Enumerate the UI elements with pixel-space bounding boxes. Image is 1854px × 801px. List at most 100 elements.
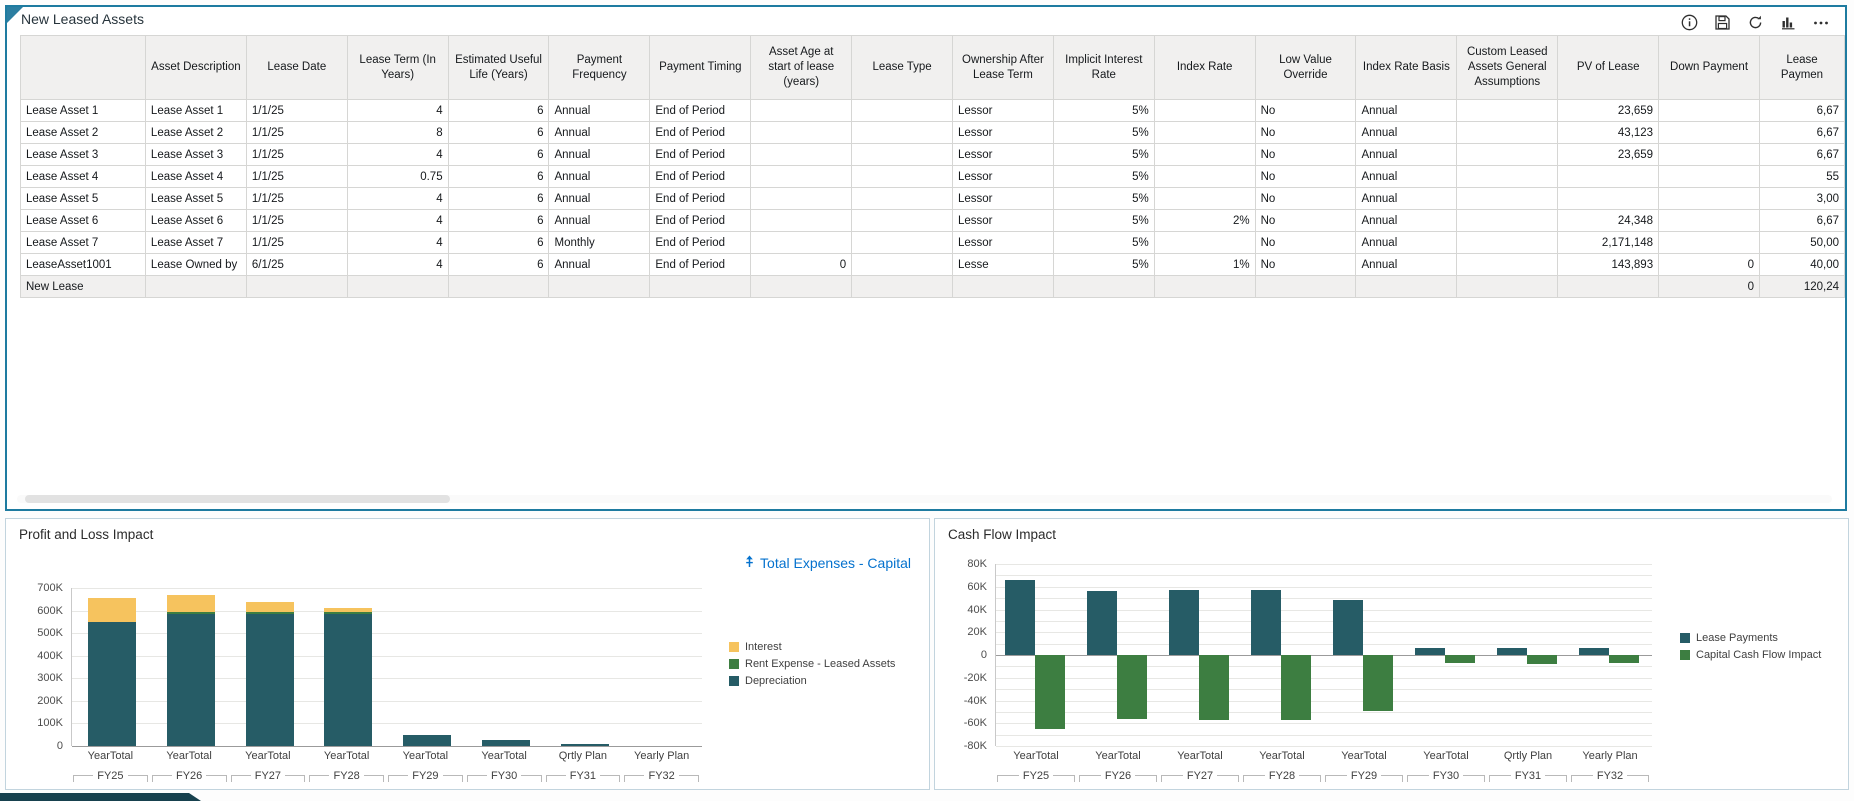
column-header[interactable]: Custom Leased Assets General Assumptions [1456, 35, 1559, 100]
grid-cell[interactable] [851, 143, 953, 166]
grid-cell[interactable]: No [1254, 209, 1357, 232]
grid-cell[interactable]: 0 [1658, 253, 1760, 276]
grid-cell[interactable]: End of Period [649, 231, 752, 254]
grid-cell[interactable]: Lessor [951, 231, 1054, 254]
grid-cell[interactable]: 0 [750, 253, 853, 276]
column-header[interactable]: Asset Age at start of lease (years) [750, 35, 853, 100]
grid-cell[interactable]: 5% [1052, 165, 1155, 188]
refresh-icon[interactable] [1745, 12, 1765, 32]
grid-cell[interactable]: End of Period [649, 143, 752, 166]
grid-cell[interactable] [1153, 275, 1256, 298]
row-header[interactable]: Lease Asset 7 [20, 231, 146, 254]
grid-cell[interactable]: No [1254, 99, 1357, 122]
grid-cell[interactable]: Annual [1355, 143, 1458, 166]
grid-cell[interactable]: 6 [447, 121, 550, 144]
grid-cell[interactable]: Lessor [951, 209, 1054, 232]
scrollbar-thumb[interactable] [25, 495, 450, 503]
grid-cell[interactable]: 143,893 [1557, 253, 1660, 276]
grid-cell[interactable]: Monthly [548, 231, 651, 254]
grid-cell[interactable]: 43,123 [1557, 121, 1660, 144]
grid-cell[interactable]: Lease Asset 4 [144, 165, 247, 188]
grid-cell[interactable] [851, 99, 953, 122]
grid-cell[interactable]: Annual [548, 187, 651, 210]
column-header[interactable]: Implicit Interest Rate [1052, 35, 1155, 100]
column-header[interactable]: Index Rate Basis [1355, 35, 1458, 100]
grid-cell[interactable]: 23,659 [1557, 143, 1660, 166]
grid-cell[interactable]: 6,67 [1758, 209, 1845, 232]
column-header[interactable]: PV of Lease [1557, 35, 1660, 100]
grid-cell[interactable]: 5% [1052, 209, 1155, 232]
grid-cell[interactable]: No [1254, 143, 1357, 166]
grid-cell[interactable] [750, 187, 853, 210]
grid-cell[interactable] [1456, 231, 1559, 254]
row-header[interactable]: Lease Asset 4 [20, 165, 146, 188]
grid-cell[interactable]: 5% [1052, 121, 1155, 144]
column-header[interactable]: Payment Frequency [548, 35, 651, 100]
grid-cell[interactable]: 2% [1153, 209, 1256, 232]
grid-cell[interactable] [851, 231, 953, 254]
grid-cell[interactable]: End of Period [649, 121, 752, 144]
grid-cell[interactable]: 24,348 [1557, 209, 1660, 232]
grid-cell[interactable]: 40,00 [1758, 253, 1845, 276]
grid-cell[interactable] [851, 165, 953, 188]
grid-cell[interactable] [1658, 231, 1760, 254]
grid-cell[interactable]: 1% [1153, 253, 1256, 276]
grid-cell[interactable]: Lessor [951, 165, 1054, 188]
grid-cell[interactable] [1557, 187, 1660, 210]
grid-cell[interactable] [1153, 165, 1256, 188]
grid-cell[interactable] [346, 275, 449, 298]
grid-cell[interactable]: Annual [1355, 253, 1458, 276]
grid-cell[interactable] [548, 275, 651, 298]
grid-cell[interactable]: 6 [447, 253, 550, 276]
grid-cell[interactable]: 6 [447, 99, 550, 122]
grid-cell[interactable] [851, 253, 953, 276]
grid-cell[interactable]: No [1254, 165, 1357, 188]
row-header[interactable]: LeaseAsset1001 [20, 253, 146, 276]
grid-cell[interactable]: 6/1/25 [245, 253, 348, 276]
grid-cell[interactable]: Lessor [951, 187, 1054, 210]
grid-cell[interactable] [750, 231, 853, 254]
grid-cell[interactable]: 5% [1052, 231, 1155, 254]
row-header[interactable]: Lease Asset 1 [20, 99, 146, 122]
column-header[interactable]: Ownership After Lease Term [951, 35, 1054, 100]
grid-cell[interactable]: No [1254, 187, 1357, 210]
grid-cell[interactable]: Annual [548, 253, 651, 276]
column-header[interactable]: Index Rate [1153, 35, 1256, 100]
grid-cell[interactable] [750, 209, 853, 232]
grid-cell[interactable]: 4 [346, 187, 449, 210]
grid-cell[interactable]: 6,67 [1758, 143, 1845, 166]
grid-cell[interactable] [1153, 121, 1256, 144]
grid-cell[interactable] [1456, 253, 1559, 276]
grid-cell[interactable] [851, 121, 953, 144]
grid-cell[interactable] [851, 209, 953, 232]
grid-cell[interactable]: End of Period [649, 165, 752, 188]
grid-cell[interactable]: Annual [548, 209, 651, 232]
column-header[interactable]: Payment Timing [649, 35, 752, 100]
grid-cell[interactable]: Lease Asset 6 [144, 209, 247, 232]
grid-cell[interactable]: End of Period [649, 187, 752, 210]
grid-cell[interactable] [851, 187, 953, 210]
grid-cell[interactable] [951, 275, 1054, 298]
grid-cell[interactable]: 4 [346, 209, 449, 232]
grid-cell[interactable]: 4 [346, 143, 449, 166]
grid-cell[interactable] [1153, 99, 1256, 122]
grid-cell[interactable]: Annual [1355, 231, 1458, 254]
grid-cell[interactable]: Annual [1355, 165, 1458, 188]
grid-cell[interactable]: 6 [447, 165, 550, 188]
column-header[interactable]: Asset Description [144, 35, 247, 100]
grid-cell[interactable] [750, 143, 853, 166]
grid-cell[interactable]: No [1254, 253, 1357, 276]
grid-cell[interactable] [1456, 143, 1559, 166]
grid-cell[interactable] [750, 99, 853, 122]
grid-cell[interactable] [1658, 99, 1760, 122]
grid-cell[interactable]: No [1254, 121, 1357, 144]
grid-cell[interactable]: 0.75 [346, 165, 449, 188]
grid-cell[interactable]: 50,00 [1758, 231, 1845, 254]
grid-cell[interactable] [1456, 121, 1559, 144]
grid-cell[interactable]: 4 [346, 253, 449, 276]
grid-cell[interactable] [1658, 187, 1760, 210]
grid-cell[interactable]: 5% [1052, 253, 1155, 276]
grid-cell[interactable] [245, 275, 348, 298]
column-header[interactable]: Lease Type [851, 35, 953, 100]
row-header[interactable]: New Lease [20, 275, 146, 298]
